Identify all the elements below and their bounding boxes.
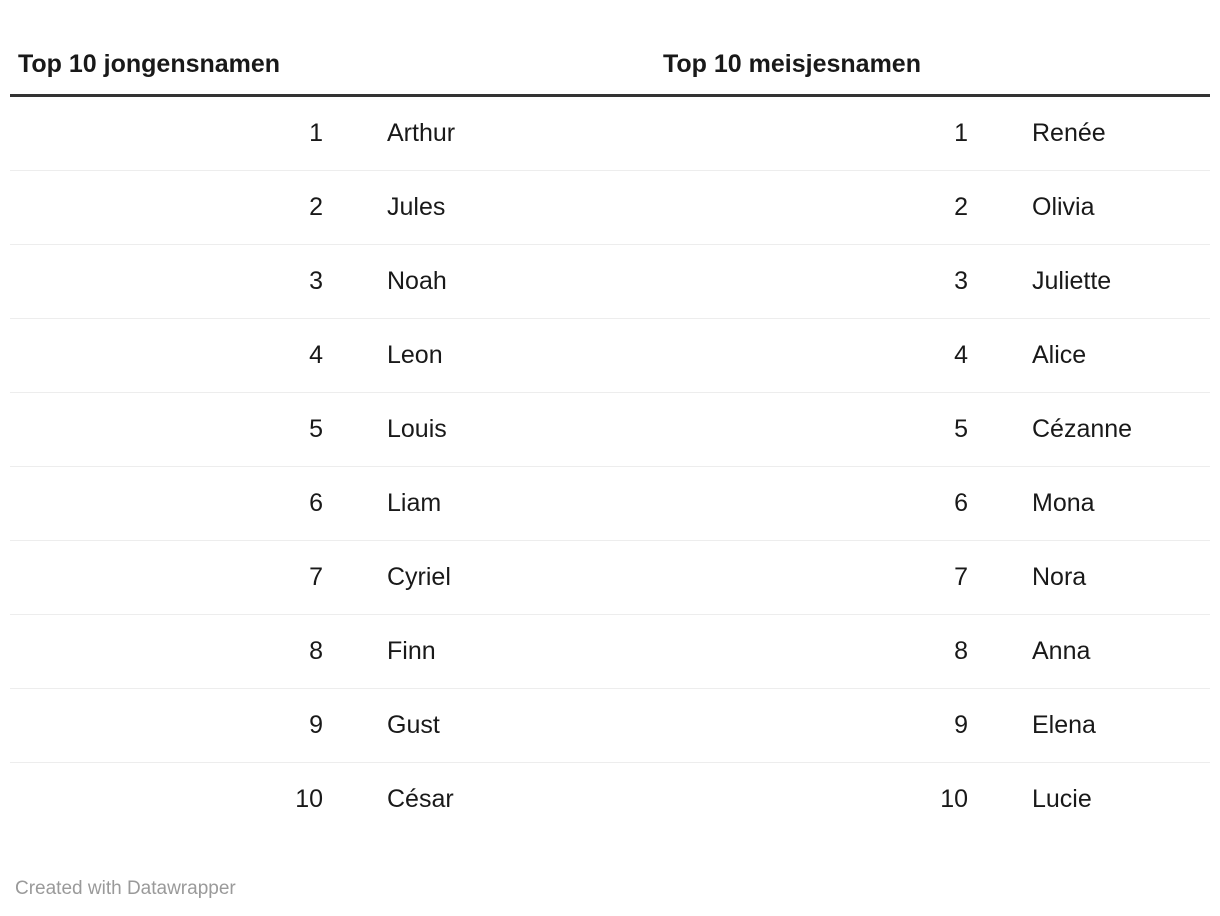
table-row: 6 Liam 6 Mona: [10, 467, 1210, 541]
girls-rank: 2: [954, 193, 968, 221]
girls-name: Juliette: [1032, 267, 1112, 295]
table-row: 7 Cyriel 7 Nora: [10, 541, 1210, 615]
girls-rank: 3: [954, 267, 968, 295]
column-header-girls: Top 10 meisjesnamen: [663, 49, 921, 78]
table-row: 9 Gust 9 Elena: [10, 689, 1210, 763]
girls-name: Cézanne: [1032, 415, 1133, 443]
girls-rank: 1: [954, 119, 968, 147]
boys-rank: 10: [295, 785, 323, 813]
boys-name: Jules: [387, 193, 446, 221]
girls-name: Anna: [1032, 637, 1091, 665]
boys-name: César: [387, 785, 454, 813]
girls-name: Alice: [1032, 341, 1087, 369]
girls-name: Mona: [1032, 489, 1095, 517]
datawrapper-credit-link[interactable]: Created with Datawrapper: [15, 878, 236, 899]
boys-rank: 3: [309, 267, 323, 295]
names-table: Top 10 jongensnamen Top 10 meisjesnamen …: [10, 0, 1210, 836]
girls-name: Lucie: [1032, 785, 1092, 813]
girls-rank: 8: [954, 637, 968, 665]
boys-name: Arthur: [387, 119, 456, 147]
girls-rank: 6: [954, 489, 968, 517]
boys-rank: 8: [309, 637, 323, 665]
boys-name: Finn: [387, 637, 436, 665]
boys-name: Gust: [387, 711, 440, 739]
boys-rank: 9: [309, 711, 323, 739]
boys-name: Louis: [387, 415, 447, 443]
girls-rank: 5: [954, 415, 968, 443]
girls-rank: 10: [940, 785, 968, 813]
girls-rank: 9: [954, 711, 968, 739]
boys-rank: 2: [309, 193, 323, 221]
girls-name: Renée: [1032, 119, 1106, 147]
boys-rank: 6: [309, 489, 323, 517]
boys-name: Leon: [387, 341, 443, 369]
girls-name: Elena: [1032, 711, 1096, 739]
boys-name: Liam: [387, 489, 442, 517]
column-header-boys: Top 10 jongensnamen: [18, 49, 281, 78]
table-row: 2 Jules 2 Olivia: [10, 171, 1210, 245]
table-row: 1 Arthur 1 Renée: [10, 97, 1210, 171]
table-row: 5 Louis 5 Cézanne: [10, 393, 1210, 467]
table-header-row: Top 10 jongensnamen Top 10 meisjesnamen: [10, 0, 1210, 97]
boys-name: Noah: [387, 267, 447, 295]
table-row: 3 Noah 3 Juliette: [10, 245, 1210, 319]
boys-rank: 1: [309, 119, 323, 147]
table-row: 10 César 10 Lucie: [10, 763, 1210, 836]
girls-name: Nora: [1032, 563, 1087, 591]
boys-rank: 5: [309, 415, 323, 443]
girls-name: Olivia: [1032, 193, 1095, 221]
boys-name: Cyriel: [387, 563, 451, 591]
boys-rank: 7: [309, 563, 323, 591]
girls-rank: 4: [954, 341, 968, 369]
table-row: 4 Leon 4 Alice: [10, 319, 1210, 393]
boys-rank: 4: [309, 341, 323, 369]
table-row: 8 Finn 8 Anna: [10, 615, 1210, 689]
footer: Created with Datawrapper: [15, 878, 1220, 900]
girls-rank: 7: [954, 563, 968, 591]
